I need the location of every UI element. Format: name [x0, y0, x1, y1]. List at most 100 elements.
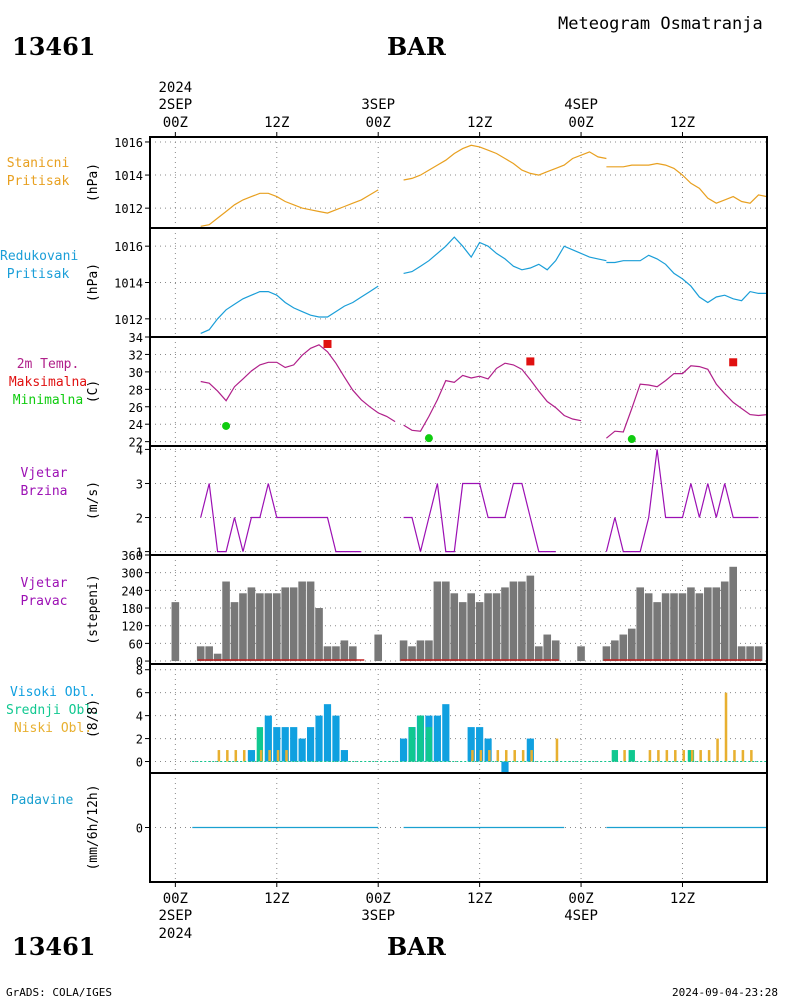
cloud-bar-niski [513, 750, 516, 762]
wind_direction-ytick-label: 240 [121, 584, 143, 598]
wind_speed-series-line [605, 449, 759, 553]
bottom-axis-hour-label: 12Z [264, 891, 289, 907]
wind-direction-bar [754, 646, 763, 662]
wind-direction-bar [408, 646, 416, 662]
wind_speed-unit-label: (m/s) [86, 481, 101, 520]
cloud-bar-niski [530, 750, 533, 762]
cloud-bar-niski [665, 750, 669, 762]
bottom-axis-hour-label: 00Z [163, 891, 188, 907]
wind-direction-bar [264, 593, 273, 662]
wind-direction-bar [653, 602, 661, 662]
wind-direction-bar [450, 593, 459, 662]
wind-direction-bar [611, 640, 619, 662]
cloud-bar-niski [750, 750, 753, 762]
wind-direction-bar [433, 581, 442, 662]
wind-direction-bar [509, 581, 518, 662]
wind_direction-ytick-label: 180 [121, 602, 143, 616]
cloud-bar-visoki [340, 750, 348, 762]
wind_direction-ytick-label: 300 [121, 567, 143, 581]
precip-ytick-label: 0 [136, 822, 143, 836]
clouds-ytick-label: 6 [136, 687, 143, 701]
station_pressure-ytick-label: 1016 [114, 136, 143, 150]
cloud-bar-visoki [264, 715, 272, 762]
cloud-bar-visoki [442, 704, 450, 762]
station_pressure-series-line [403, 144, 607, 181]
cloud-bar-visoki [290, 727, 298, 762]
wind_speed-panel-frame [149, 445, 768, 556]
wind-direction-bar [729, 566, 737, 662]
temperature-ytick-label: 26 [129, 401, 143, 415]
station_pressure-series-line [606, 162, 768, 204]
bottom-axis-hour-label: 12Z [467, 891, 492, 907]
top-axis-hour-label: 00Z [366, 115, 391, 131]
wind-direction-bar [577, 646, 585, 662]
cloud-bar-niski [648, 750, 652, 762]
wind-direction-label: Vjetar Pravac [0, 575, 88, 611]
wind-direction-bar [256, 593, 264, 662]
cloud-bar-visoki [476, 727, 484, 762]
reduced_pressure-ytick-label: 1014 [114, 277, 143, 291]
wind-direction-bar [247, 587, 256, 662]
cloud-bar-niski [471, 750, 474, 762]
wind_direction-ytick-label: 60 [129, 637, 143, 651]
temperature-ytick-label: 24 [129, 418, 143, 432]
wind-direction-bar [619, 634, 628, 662]
wind-direction-bar [349, 646, 357, 662]
station_pressure-ytick-label: 1012 [114, 202, 143, 216]
wind-direction-bar [374, 634, 383, 662]
station-id-top: 13461 [12, 32, 96, 61]
cloud-bar-niski [690, 750, 694, 762]
cloud-bar-srednji [628, 750, 635, 762]
temperature-series-line [200, 344, 396, 423]
clouds-unit-label: (8/8) [86, 699, 101, 738]
cloud-bar-niski [217, 750, 221, 762]
station-name-bottom: BAR [387, 932, 446, 961]
wind-direction-bar [543, 634, 552, 662]
wind-direction-bar [501, 587, 509, 662]
cloud-bar-visoki [399, 738, 408, 762]
temperature-ytick-label: 22 [129, 436, 143, 450]
cloud-bar-srednji [611, 750, 619, 762]
wind-direction-bar [746, 646, 754, 662]
temperature-min-marker [424, 434, 433, 443]
station-id-bottom: 13461 [12, 932, 96, 961]
wind-direction-bar [205, 646, 213, 662]
cloud-bar-visoki [501, 761, 509, 773]
cloud-bar-srednji [425, 727, 433, 762]
wind-direction-bar [213, 653, 222, 662]
cloud-bar-niski [555, 738, 559, 762]
generation-timestamp: 2024-09-04-23:28 [672, 986, 778, 999]
temperature-ytick-label: 32 [129, 348, 143, 362]
bottom-axis-date-label: 4SEP [564, 908, 598, 924]
temperature-max-marker [526, 357, 535, 366]
cloud-bar-niski [623, 750, 626, 762]
wind-direction-bar [399, 640, 408, 662]
cloud-bar-niski [521, 750, 525, 762]
top-axis-hour-label: 12Z [670, 115, 695, 131]
wind_speed-ytick-label: 3 [136, 477, 143, 491]
wind-direction-bar [737, 646, 746, 662]
clouds-label-line-1: Visoki Obl. [9, 685, 97, 700]
station-name-top: BAR [387, 32, 446, 61]
clouds-ytick-label: 2 [136, 733, 143, 747]
wind-direction-bar [323, 646, 332, 662]
top-axis-hour-label: 12Z [467, 115, 492, 131]
wind-direction-bar [712, 587, 721, 662]
wind-direction-bar [239, 593, 247, 662]
cloud-bar-visoki [306, 727, 315, 762]
top-axis-year: 2024 [158, 80, 192, 96]
reduced-pressure-label-line-2: Pritisak [6, 267, 70, 282]
bottom-axis-date-label: 3SEP [361, 908, 395, 924]
wind-direction-bar [678, 593, 687, 662]
cloud-bar-visoki [281, 727, 289, 762]
precip-panel-frame [149, 772, 768, 883]
temperature-ytick-label: 30 [129, 366, 143, 380]
wind-direction-bar [416, 640, 425, 662]
bottom-axis-hour-label: 00Z [366, 891, 391, 907]
cloud-bar-niski [496, 750, 500, 762]
cloud-bar-niski [699, 750, 702, 762]
cloud-bar-niski [733, 750, 736, 762]
wind-direction-bar [315, 608, 323, 662]
cloud-bar-niski [242, 750, 246, 762]
clouds-ytick-label: 0 [136, 756, 143, 770]
